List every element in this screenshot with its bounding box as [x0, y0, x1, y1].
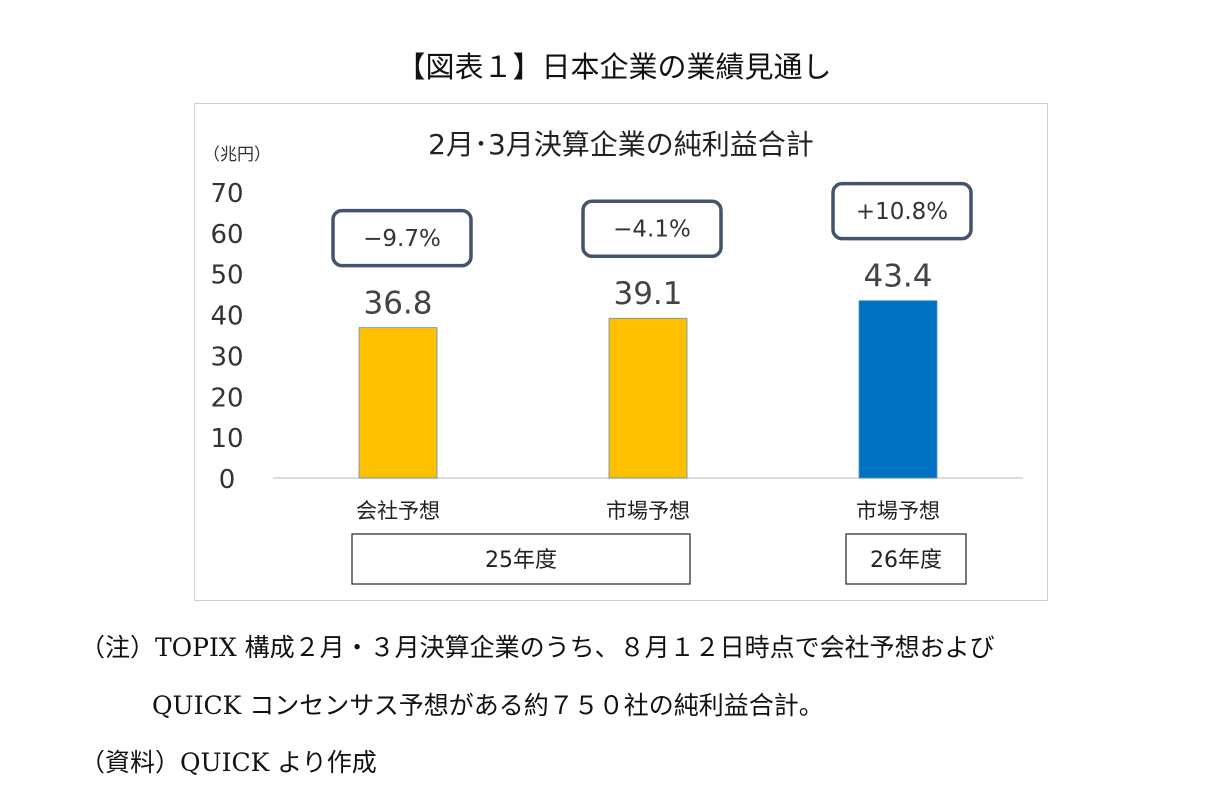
note-line-1: （注）TOPIX 構成２月・３月決算企業のうち、８月１２日時点で会社予想および	[80, 633, 995, 662]
year-group-label: 26年度	[870, 548, 942, 573]
year-group-label: 25年度	[485, 548, 557, 573]
y-tick-label: 10	[210, 424, 243, 454]
change-annotation-box	[831, 181, 973, 241]
bar-value-label: 43.4	[863, 259, 932, 295]
bar-chart: 2月･3月決算企業の純利益合計 （兆円） 0 10 20 30 40 50 60 70 36.8 −9…	[203, 128, 1023, 585]
y-tick-label: 50	[210, 261, 243, 291]
year-group-box	[845, 533, 967, 585]
bar-value-label: 39.1	[613, 276, 682, 312]
y-tick-label: 0	[219, 465, 236, 495]
note-line-2: QUICK コンセンサス予想がある約７５０社の純利益合計。	[152, 691, 824, 720]
x-category-label: 市場予想	[856, 499, 940, 523]
y-unit-label: （兆円）	[203, 145, 271, 165]
y-tick-label: 20	[210, 383, 243, 413]
y-tick-label: 40	[210, 302, 243, 332]
change-annotation-box	[581, 199, 723, 258]
bar	[358, 327, 438, 479]
source-line: （資料）QUICK より作成	[80, 748, 377, 777]
y-tick-label: 30	[210, 342, 243, 372]
chart-area: 2月･3月決算企業の純利益合計 （兆円） 0 10 20 30 40 50 60 70 36.8 −9…	[194, 103, 1048, 601]
change-annotation-label: −4.1%	[613, 217, 691, 243]
year-group-box	[351, 533, 691, 585]
bar	[608, 317, 688, 479]
chart-title: 2月･3月決算企業の純利益合計	[428, 128, 814, 161]
y-tick-label: 70	[210, 179, 243, 209]
bar-value-label: 36.8	[363, 286, 432, 322]
y-tick-label: 60	[210, 220, 243, 250]
bar	[858, 300, 938, 479]
change-annotation-label: +10.8%	[856, 199, 948, 225]
x-category-label: 市場予想	[606, 499, 690, 523]
x-category-label: 会社予想	[356, 499, 440, 523]
change-annotation-box	[331, 208, 473, 268]
change-annotation-label: −9.7%	[363, 226, 441, 252]
figure-title: 【図表１】日本企業の業績見通し	[396, 50, 832, 84]
